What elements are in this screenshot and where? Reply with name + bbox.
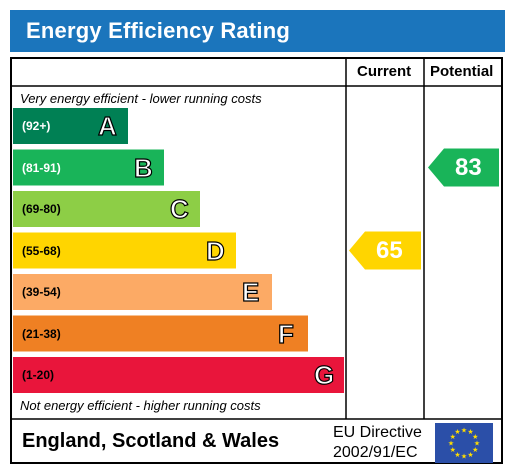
header-potential: Potential bbox=[430, 63, 494, 80]
band-range-f: (21-38) bbox=[22, 326, 61, 341]
footer-directive-line1: EU Directive bbox=[333, 424, 422, 441]
title-bar bbox=[10, 10, 505, 52]
eu-star-icon: ★ bbox=[450, 433, 456, 441]
chart-title: Energy Efficiency Rating bbox=[26, 18, 290, 43]
potential-rating-arrow bbox=[428, 148, 499, 187]
eu-star-icon: ★ bbox=[450, 446, 456, 454]
eu-star-icon: ★ bbox=[448, 440, 454, 448]
band-letter-g: G bbox=[313, 359, 335, 390]
band-b bbox=[13, 149, 164, 186]
eu-star-icon: ★ bbox=[454, 451, 460, 459]
eu-star-icon: ★ bbox=[472, 446, 478, 454]
footer-region: England, Scotland & Wales bbox=[22, 430, 280, 452]
band-range-d: (55-68) bbox=[22, 243, 61, 258]
band-c bbox=[13, 191, 200, 227]
band-e bbox=[13, 274, 272, 310]
band-range-b: (81-91) bbox=[22, 160, 61, 175]
band-f bbox=[13, 315, 308, 352]
band-letter-e: E bbox=[241, 276, 260, 307]
band-d bbox=[13, 232, 236, 269]
eu-star-icon: ★ bbox=[467, 428, 473, 436]
eu-star-icon: ★ bbox=[461, 427, 467, 435]
eu-star-icon: ★ bbox=[467, 451, 473, 459]
caption-top: Very energy efficient - lower running co… bbox=[20, 91, 262, 106]
band-letter-d: D bbox=[205, 235, 225, 266]
current-rating-value: 65 bbox=[376, 236, 403, 264]
eu-star-icon: ★ bbox=[474, 440, 480, 448]
band-a bbox=[13, 108, 128, 144]
band-range-e: (39-54) bbox=[22, 285, 61, 299]
band-range-c: (69-80) bbox=[22, 202, 61, 216]
band-range-a: (92+) bbox=[22, 119, 51, 133]
band-g bbox=[13, 357, 344, 393]
current-rating-arrow bbox=[349, 231, 421, 270]
header-current: Current bbox=[357, 63, 412, 80]
band-letter-c: C bbox=[169, 193, 189, 224]
band-letter-b: B bbox=[133, 152, 153, 183]
eu-star-icon: ★ bbox=[461, 453, 467, 461]
footer-directive-line2: 2002/91/EC bbox=[333, 444, 418, 461]
potential-rating-value: 83 bbox=[455, 153, 482, 181]
eu-star-icon: ★ bbox=[454, 428, 460, 436]
band-range-g: (1-20) bbox=[22, 368, 55, 382]
outer-border bbox=[10, 57, 503, 464]
band-letter-f: F bbox=[277, 318, 294, 349]
caption-bottom: Not energy efficient - higher running co… bbox=[20, 398, 261, 413]
eu-flag-icon bbox=[435, 423, 493, 463]
band-letter-a: A bbox=[97, 110, 117, 141]
eu-star-icon: ★ bbox=[472, 433, 478, 441]
